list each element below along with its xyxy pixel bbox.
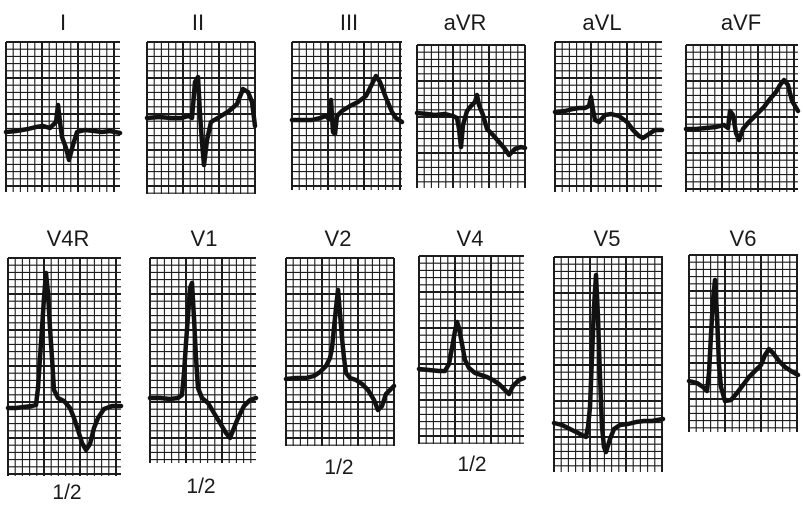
ecg-trace	[683, 77, 801, 143]
ecg-strip-avf	[683, 44, 801, 192]
lead-label-v4r: V4R	[46, 226, 90, 251]
grid-paper	[292, 42, 402, 190]
ecg-strip-v2	[283, 257, 397, 446]
grid-lines	[418, 255, 524, 444]
grid-paper	[150, 258, 256, 463]
lead-label-v2: V2	[324, 226, 352, 251]
ecg-strip-v4r	[5, 257, 124, 476]
grid-paper	[555, 42, 662, 192]
ecg-strip-i	[3, 41, 123, 192]
lead-label-avf: aVF	[720, 10, 762, 35]
grid-paper	[6, 42, 120, 192]
lead-label-v4: V4	[456, 226, 484, 251]
lead-label-v6: V6	[729, 226, 757, 251]
lead-label-avr: aVR	[443, 10, 487, 35]
ecg-strip-v1	[147, 257, 259, 463]
ecg-strip-v6	[686, 254, 801, 432]
ecg-strip-v4	[416, 255, 527, 444]
ecg-strip-avl	[552, 41, 665, 192]
ecg-trace	[416, 319, 527, 397]
lead-label-ii: II	[191, 10, 205, 35]
ecg-trace	[3, 102, 123, 163]
ecg-trace	[5, 270, 124, 453]
lead-label-i: I	[59, 10, 67, 35]
grid-lines	[416, 44, 526, 188]
ecg-trace	[289, 73, 405, 137]
ecg-trace	[686, 277, 801, 404]
scale-note-v1: 1/2	[186, 475, 216, 498]
grid-lines	[685, 44, 798, 192]
ecg-trace	[552, 94, 665, 141]
lead-label-avl: aVL	[582, 10, 622, 35]
ecg-strip-avr	[414, 44, 528, 188]
scale-note-v2: 1/2	[324, 456, 354, 479]
ecg-trace	[551, 272, 666, 455]
grid-lines	[553, 256, 663, 472]
scale-note-v4: 1/2	[457, 453, 487, 476]
ecg-trace	[283, 287, 397, 413]
lead-label-v5: V5	[593, 226, 621, 251]
grid-lines	[688, 254, 798, 432]
grid-paper	[689, 255, 798, 432]
lead-label-v1: V1	[190, 226, 218, 251]
ecg-trace	[144, 74, 258, 168]
grid-lines	[5, 41, 120, 192]
ecg-strip-v5	[551, 256, 666, 472]
ecg-trace	[147, 280, 259, 441]
ecg-strip-ii	[144, 41, 258, 194]
ecg-strip-iii	[289, 41, 405, 190]
ecg-trace	[414, 92, 528, 158]
lead-label-iii: III	[339, 10, 359, 35]
scale-note-v4r: 1/2	[52, 481, 82, 504]
